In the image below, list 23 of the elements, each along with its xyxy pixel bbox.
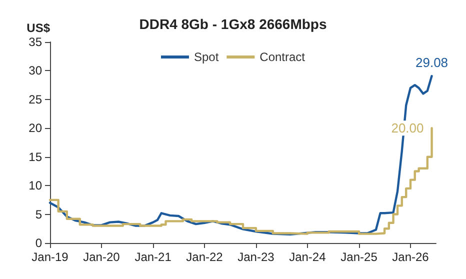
data-label: 29.08: [415, 55, 448, 70]
x-tick-label: Jan-22: [186, 250, 224, 264]
y-tick-label: 5: [35, 207, 42, 222]
y-tick-label: 20: [28, 121, 42, 136]
data-label: 20.00: [391, 120, 424, 136]
x-tick-label: Jan-26: [392, 250, 430, 264]
y-tick-label: 35: [28, 35, 42, 49]
x-tick-label: Jan-19: [32, 250, 69, 264]
line-series: [48, 74, 433, 236]
y-tick-label: 10: [28, 178, 42, 193]
legend-label: Contract: [260, 50, 306, 64]
y-tick-label: 15: [28, 150, 42, 164]
y-tick-label: 30: [28, 64, 42, 78]
x-tick-label: Jan-23: [238, 250, 275, 264]
y-tick-label: 25: [28, 92, 42, 106]
x-tick-label: Jan-24: [289, 250, 326, 264]
x-tick-label: Jan-25: [340, 250, 378, 264]
x-tick-label: Jan-21: [134, 250, 172, 264]
legend-label: Spot: [194, 50, 220, 64]
chart-title: DDR4 8Gb - 1Gx8 2666Mbps: [139, 16, 327, 32]
y-axis-title: US$: [26, 21, 50, 35]
x-tick-label: Jan-20: [83, 250, 120, 264]
y-tick-label: 0: [35, 236, 42, 250]
